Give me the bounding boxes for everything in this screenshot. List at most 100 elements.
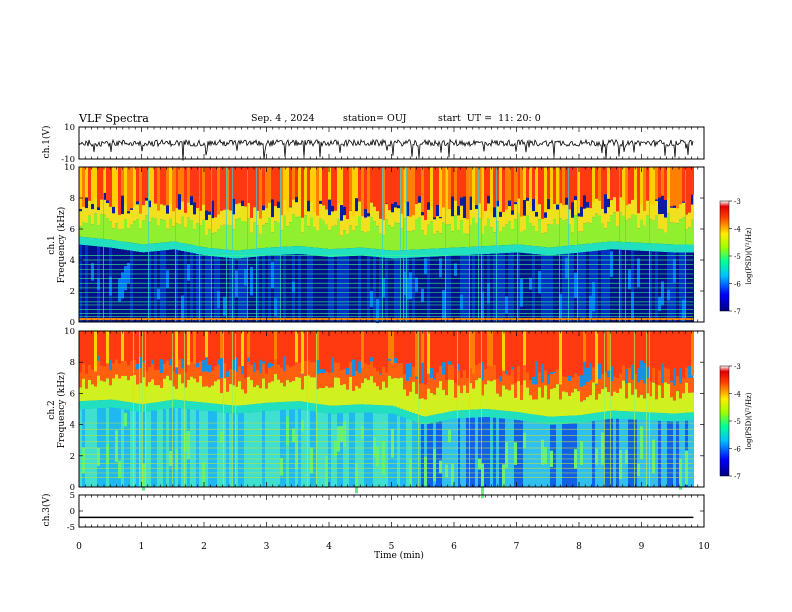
spec-cell: [112, 248, 115, 322]
spec-cell: [544, 331, 547, 392]
spec-streak: [400, 167, 401, 322]
spec-cell: [361, 404, 364, 413]
spec-cell: [616, 410, 619, 419]
spec-cell: [235, 386, 238, 406]
spec-cell: [298, 362, 301, 378]
ch1-spec-ylabel: ch.1Frequency (kHz): [47, 207, 67, 284]
spec-cell: [319, 218, 322, 249]
spec-cell: [403, 389, 406, 410]
spec-cell: [298, 246, 301, 255]
spec-cell: [400, 213, 403, 229]
spec-cell: [439, 256, 442, 322]
spec-cell: [94, 371, 97, 387]
spec-cell: [241, 221, 244, 251]
spec-cell: [397, 208, 400, 224]
spec-cell: [583, 208, 586, 224]
spec-cell: [127, 380, 130, 403]
spec-cell: [157, 242, 160, 251]
spec-cell: [598, 242, 601, 251]
spec-cell: [520, 231, 523, 245]
spec-cell: [118, 331, 121, 380]
spec-cell: [145, 167, 148, 199]
spec-cell: [310, 255, 313, 322]
spec-cell: [214, 366, 217, 382]
spec-cell: [514, 252, 517, 322]
y-tick-label: 10: [64, 123, 75, 133]
spec-cell: [589, 208, 592, 224]
spec-cell: [616, 167, 619, 220]
spec-cell: [178, 400, 181, 409]
spec-cell: [628, 331, 631, 378]
spec-cell: [400, 258, 403, 322]
spec-cell: [97, 210, 100, 226]
spec-cell: [205, 410, 208, 487]
spec-cell: [355, 370, 358, 386]
spec-cell: [388, 167, 391, 214]
spec-cell: [556, 254, 559, 322]
spec-cell: [337, 331, 340, 384]
spec-cell: [541, 246, 544, 255]
spec-cell: [133, 251, 136, 322]
spec-cell: [568, 209, 571, 225]
spec-cell: [139, 213, 142, 229]
spec-cell: [478, 167, 481, 208]
spec-cell: [139, 244, 142, 253]
spec-cell: [295, 167, 298, 197]
spec-cell: [454, 215, 457, 248]
spec-cell: [277, 222, 280, 248]
spec-cell: [121, 360, 124, 376]
spec-cell: [463, 255, 466, 322]
spec-cell: [283, 254, 286, 322]
spec-cell: [388, 360, 391, 376]
spec-cell: [313, 167, 316, 224]
spec-cell: [481, 167, 484, 226]
spec-cell: [358, 247, 361, 256]
spec-cell: [379, 249, 382, 258]
spec-cell: [298, 167, 301, 223]
spec-cell: [256, 403, 259, 412]
spec-cell: [145, 215, 148, 245]
spec-cell: [511, 411, 514, 420]
spec-cell: [178, 242, 181, 251]
spec-cell: [223, 209, 226, 225]
spec-cell: [505, 331, 508, 371]
spec-cell: [619, 331, 622, 374]
spec-cell: [445, 209, 448, 225]
spec-cell: [262, 225, 265, 249]
spec-cell: [127, 213, 130, 229]
spec-cell: [379, 413, 382, 487]
spec-cell: [307, 254, 310, 322]
spec-cell: [226, 331, 229, 372]
spec-cell: [118, 400, 121, 409]
spec-cell: [331, 387, 334, 406]
spec-cell: [127, 410, 130, 487]
spec-cell: [442, 412, 445, 421]
ch1-waveform: [78, 138, 694, 161]
spec-cell: [253, 167, 256, 228]
spec-cell: [295, 331, 298, 384]
spec-cell: [628, 242, 631, 251]
spec-streak: [445, 167, 446, 322]
spec-cell: [574, 373, 577, 389]
spec-cell: [484, 409, 487, 418]
spec-cell: [244, 378, 247, 394]
spec-cell: [373, 382, 376, 405]
spec-cell: [262, 363, 265, 379]
spec-cell: [280, 167, 283, 225]
spec-cell: [433, 167, 436, 218]
spec-cell: [391, 428, 394, 458]
spec-cell: [574, 415, 577, 424]
spec-cell: [484, 331, 487, 385]
spec-cell: [667, 383, 670, 414]
spec-cell: [319, 387, 322, 405]
spec-cell: [211, 256, 214, 322]
spec-cell: [79, 331, 82, 376]
spec-cell: [148, 207, 151, 223]
spec-cell: [454, 255, 457, 322]
spec-cell: [328, 215, 331, 231]
spec-cell: [427, 209, 430, 225]
spec-cell: [271, 232, 274, 248]
spec-cell: [523, 245, 526, 254]
spec-cell: [592, 167, 595, 210]
